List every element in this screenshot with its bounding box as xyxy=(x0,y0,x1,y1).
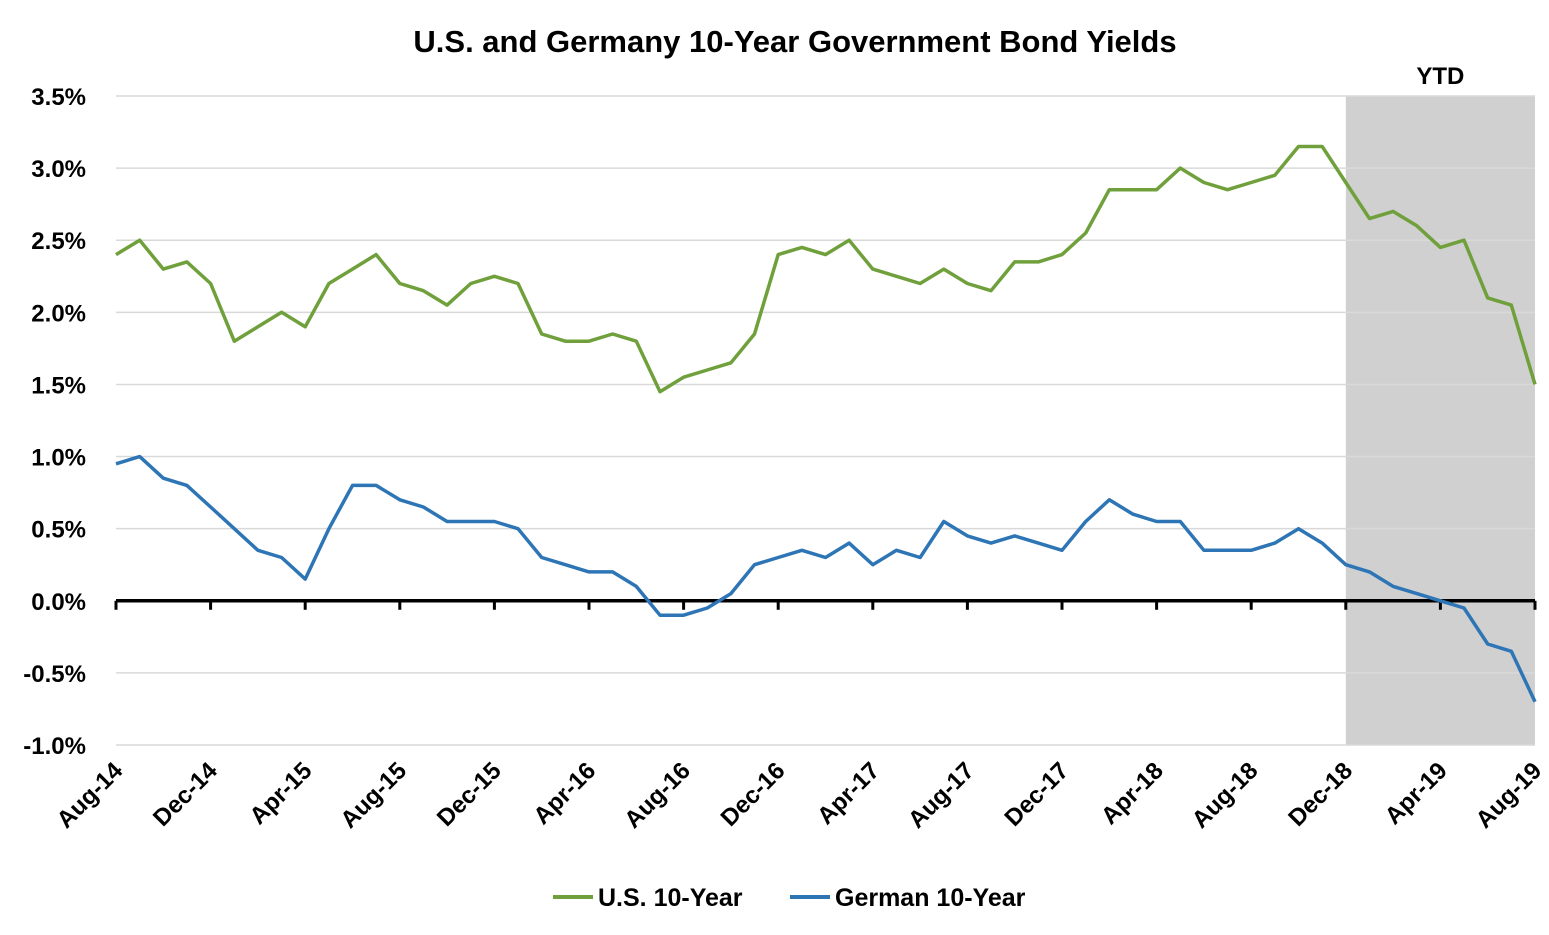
x-tick-label: Dec-18 xyxy=(1283,757,1358,832)
legend-label: U.S. 10-Year xyxy=(598,884,743,912)
x-tick-label: Apr-16 xyxy=(528,757,601,830)
y-tick-label: 1.0% xyxy=(31,445,86,472)
x-tick-label: Dec-14 xyxy=(148,757,223,832)
y-tick-label: 2.0% xyxy=(31,300,86,327)
x-tick-label: Dec-16 xyxy=(716,757,791,832)
x-tick-label: Apr-18 xyxy=(1096,757,1169,830)
y-tick-label: 0.0% xyxy=(31,589,86,616)
y-tick-label: -0.5% xyxy=(23,661,86,688)
x-tick-label: Aug-16 xyxy=(619,757,696,834)
y-tick-label: 3.5% xyxy=(31,84,86,111)
x-tick-label: Apr-17 xyxy=(812,757,885,830)
shaded-region-label: YTD xyxy=(1416,63,1464,90)
y-tick-label: 0.5% xyxy=(31,517,86,544)
series-line xyxy=(115,454,1537,703)
y-tick-label: 1.5% xyxy=(31,372,86,399)
x-tick-label: Apr-15 xyxy=(245,757,318,830)
chart-title: U.S. and Germany 10-Year Government Bond… xyxy=(413,24,1176,59)
x-tick-label: Aug-17 xyxy=(903,757,980,834)
x-tick-label: Aug-14 xyxy=(52,757,129,834)
x-tick-label: Aug-18 xyxy=(1187,757,1264,834)
x-tick-label: Apr-19 xyxy=(1380,757,1453,830)
legend-label: German 10-Year xyxy=(835,884,1026,912)
shaded-region xyxy=(1345,96,1535,745)
y-tick-label: 2.5% xyxy=(31,228,86,255)
x-tick-label: Dec-15 xyxy=(432,757,507,832)
y-tick-label: 3.0% xyxy=(31,156,86,183)
x-tick-label: Aug-19 xyxy=(1471,757,1548,834)
y-tick-label: -1.0% xyxy=(23,733,86,760)
x-tick-label: Aug-15 xyxy=(335,757,412,834)
series-line xyxy=(115,144,1537,394)
x-tick-label: Dec-17 xyxy=(999,757,1074,832)
